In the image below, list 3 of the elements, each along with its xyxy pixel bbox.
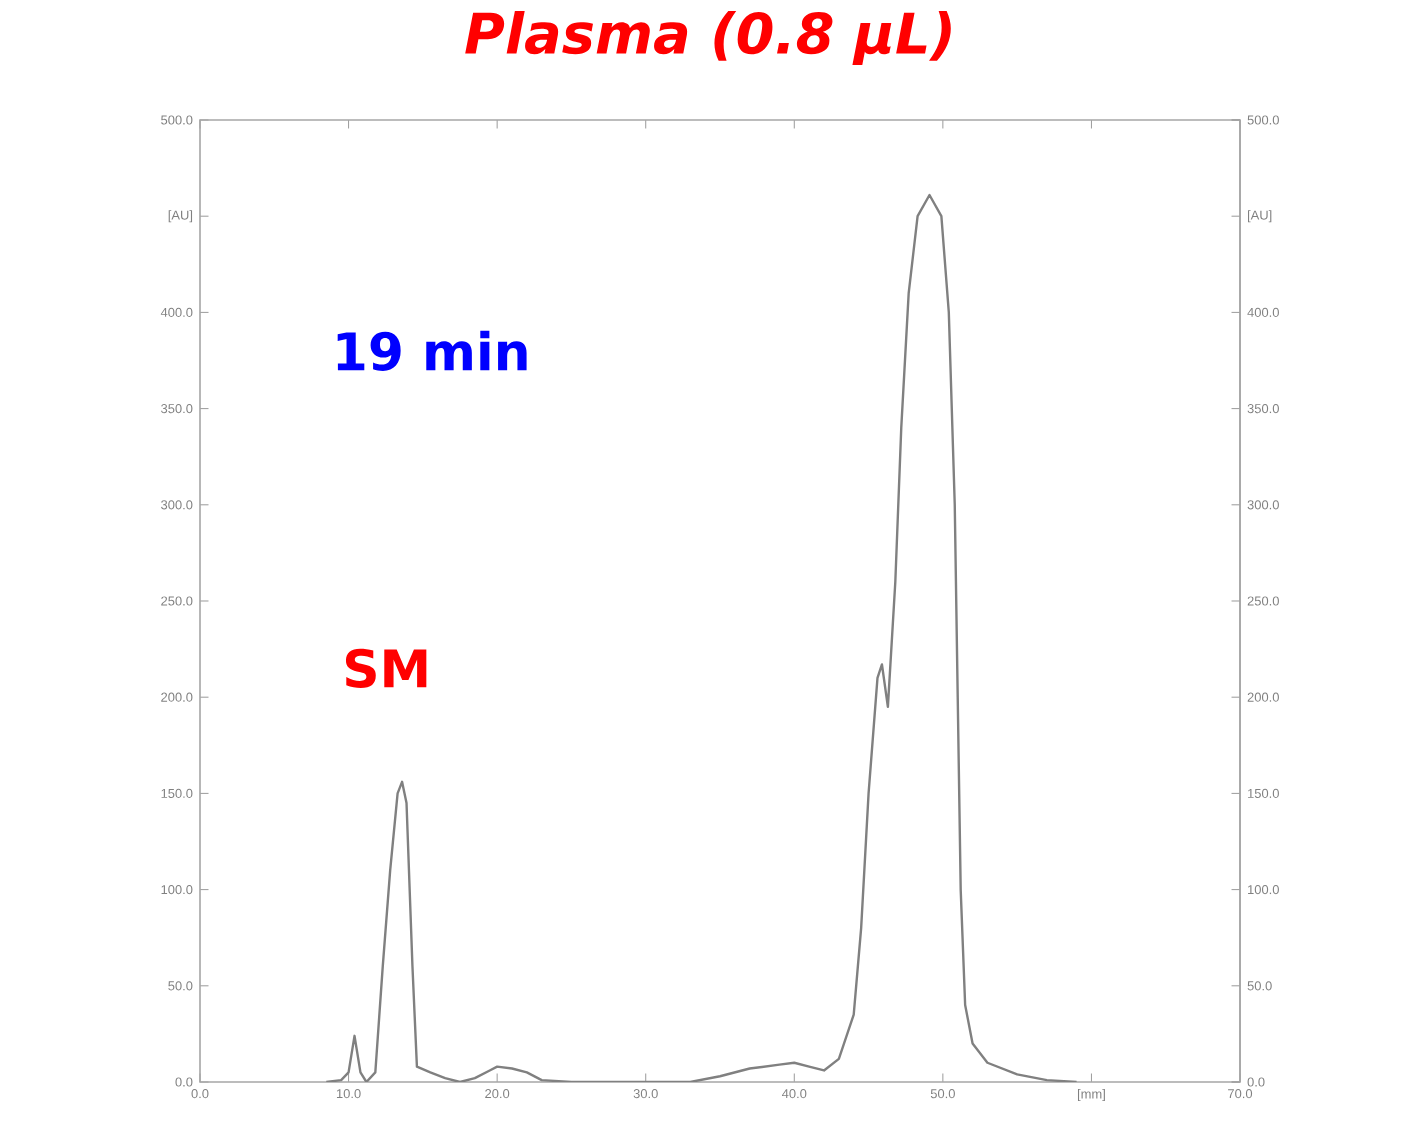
annotation: SM [345,648,427,688]
annotation: 19 min [337,330,527,371]
chart-title: Plasma (0.8 µL) [465,11,951,66]
